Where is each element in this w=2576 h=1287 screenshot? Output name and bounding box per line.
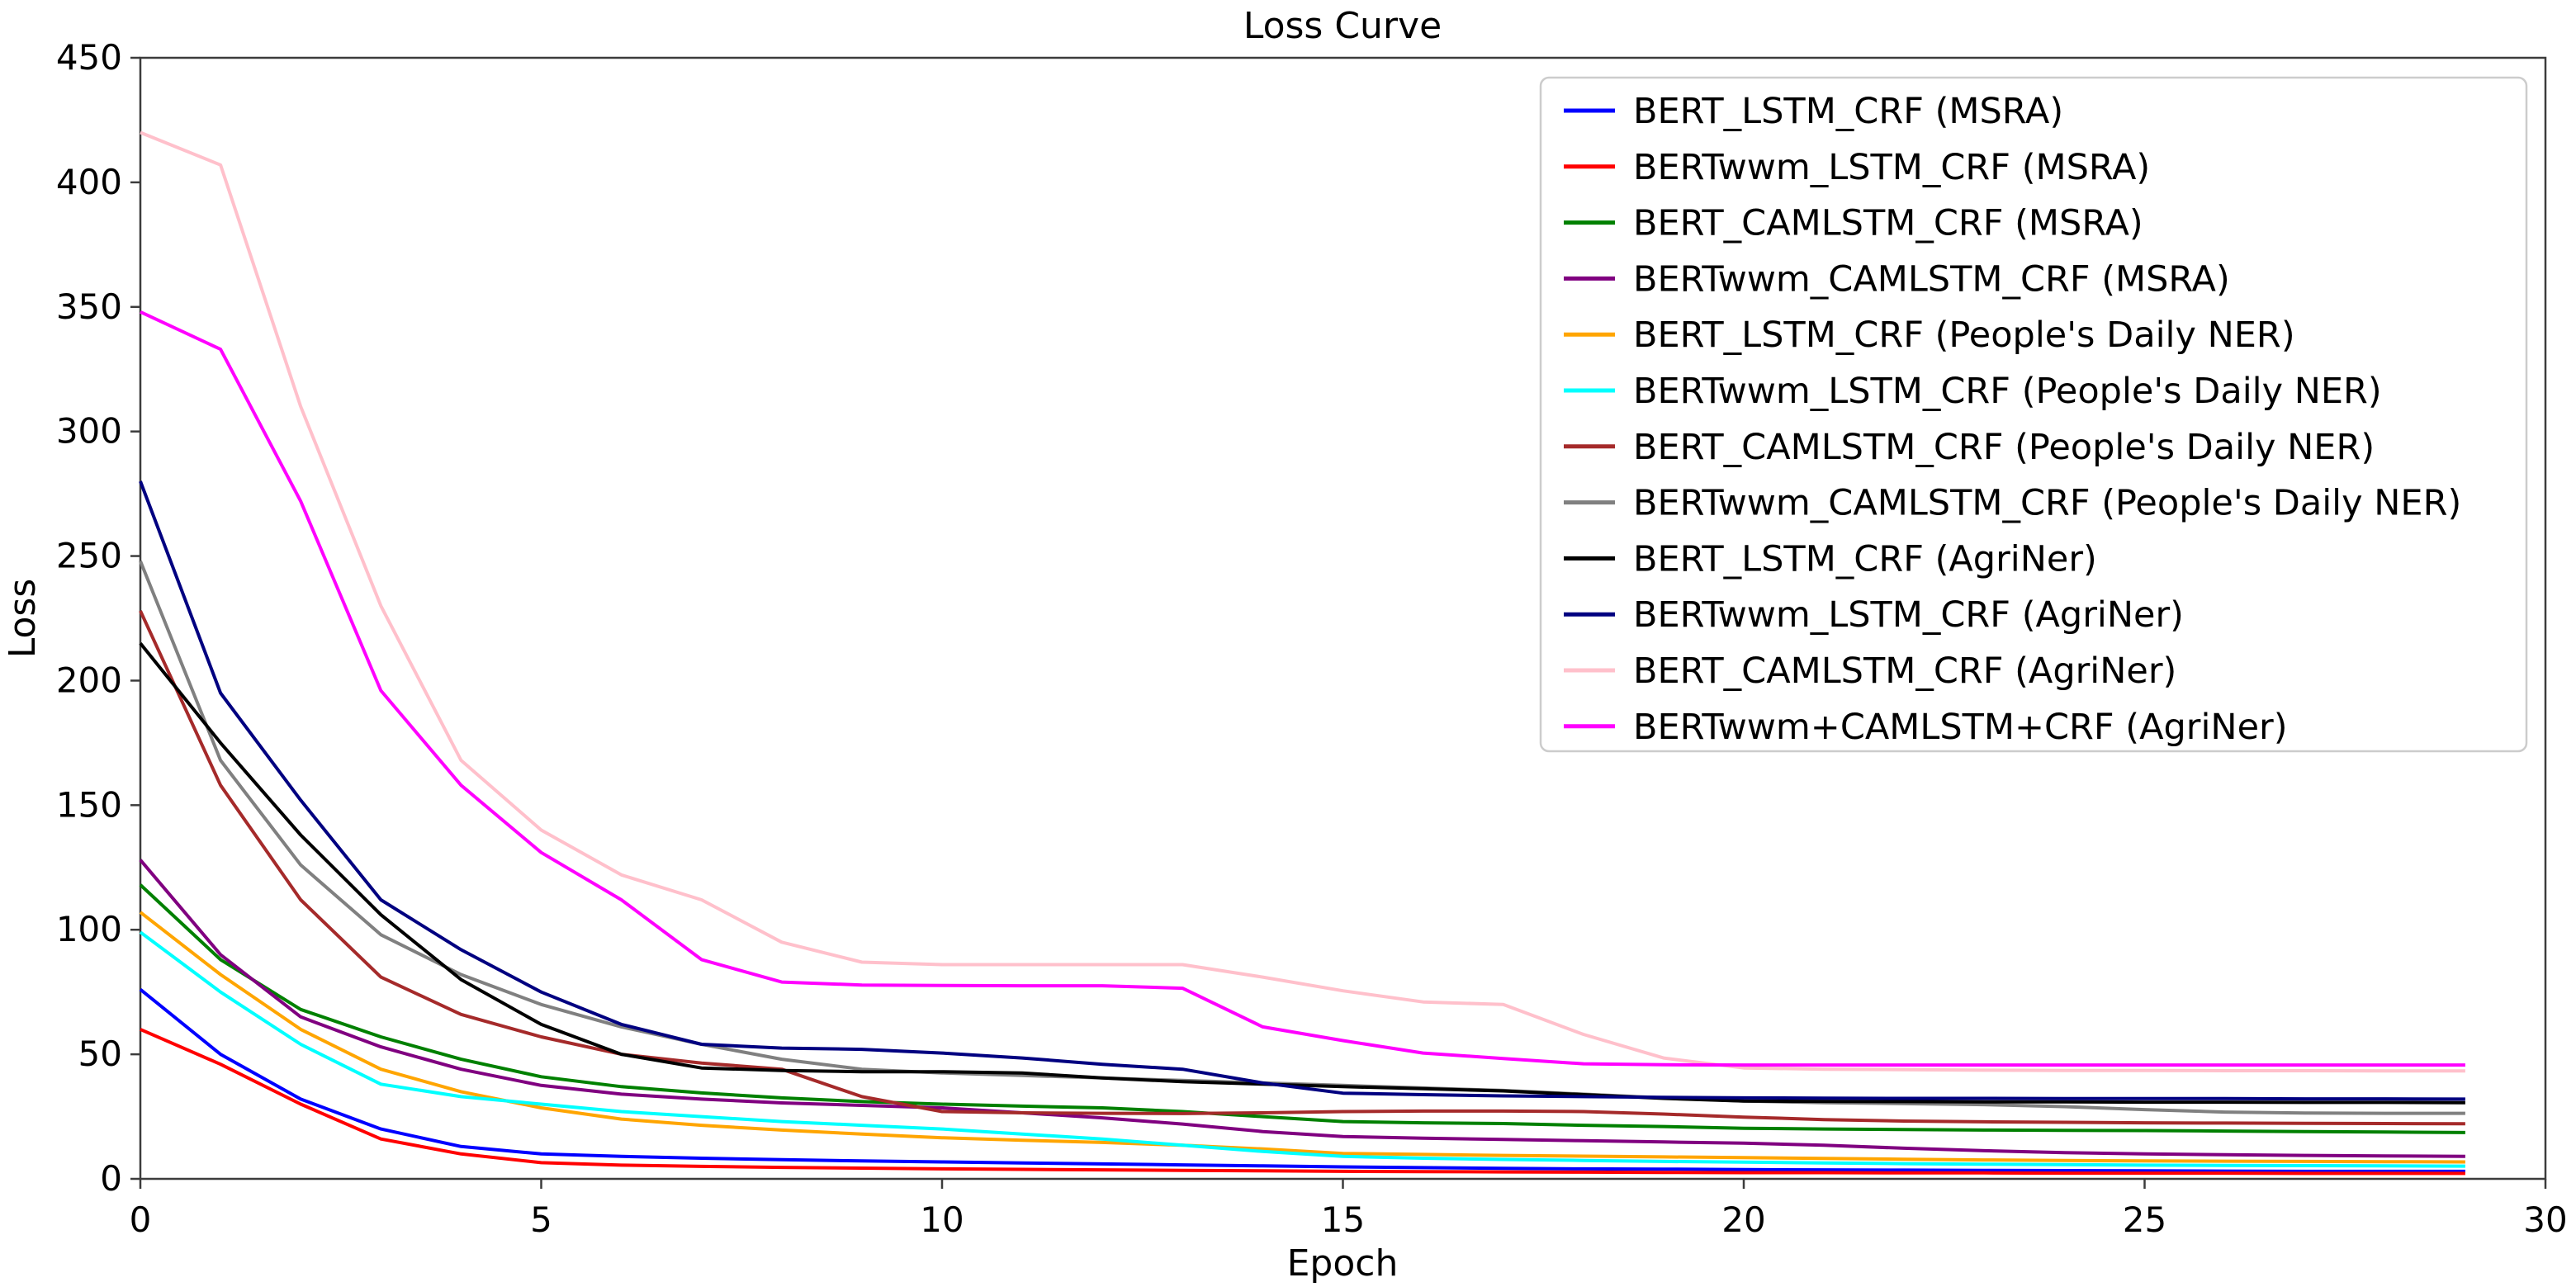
y-tick-label: 250 [56,536,122,576]
legend-item: BERT_CAMLSTM_CRF (People's Daily NER) [1564,427,2375,468]
legend-item: BERTwwm+CAMLSTM+CRF (AgriNer) [1564,707,2288,748]
legend-label: BERT_LSTM_CRF (MSRA) [1633,91,2063,132]
series-line-5 [139,930,2465,1168]
x-tick-label: 5 [530,1199,552,1240]
y-tick-label: 50 [78,1034,122,1074]
x-tick-label: 25 [2123,1199,2166,1240]
x-tick-label: 30 [2523,1199,2567,1240]
y-tick-label: 0 [100,1158,122,1199]
x-tick-label: 0 [130,1199,152,1240]
legend-item: BERTwwm_LSTM_CRF (MSRA) [1564,147,2150,188]
series-line-10 [140,130,2465,1073]
legend-item: BERT_LSTM_CRF (MSRA) [1564,91,2063,132]
legend-label: BERT_LSTM_CRF (People's Daily NER) [1633,315,2295,356]
series-line-3 [139,859,2465,1158]
legend-item: BERT_CAMLSTM_CRF (AgriNer) [1564,651,2176,692]
y-tick-label: 150 [56,784,122,825]
legend-box [1539,76,2528,753]
legend-label: BERTwwm_LSTM_CRF (People's Daily NER) [1633,371,2382,412]
x-axis-label: Epoch [1287,1242,1399,1285]
legend-label: BERT_LSTM_CRF (AgriNer) [1633,538,2097,580]
series-line-4 [139,911,2465,1164]
series-line-8 [139,641,2465,1105]
legend-label: BERTwwm_LSTM_CRF (AgriNer) [1633,594,2184,636]
legend-item: BERT_CAMLSTM_CRF (MSRA) [1564,203,2143,244]
series-line-2 [139,883,2465,1134]
y-tick-label: 200 [56,660,122,700]
legend-label: BERT_CAMLSTM_CRF (People's Daily NER) [1633,427,2375,468]
series-line-11 [140,310,2465,1067]
y-axis-label: Loss [2,579,44,659]
series-line-1 [140,1028,2465,1176]
x-tick-label: 15 [1321,1199,1365,1240]
legend: BERT_LSTM_CRF (MSRA) BERTwwm_LSTM_CRF (MS… [1539,76,2528,753]
x-tick-label: 20 [1721,1199,1765,1240]
y-tick-label: 350 [56,286,122,327]
legend-label: BERTwwm+CAMLSTM+CRF (AgriNer) [1633,707,2288,748]
legend-label: BERT_CAMLSTM_CRF (AgriNer) [1633,651,2176,692]
legend-item: BERTwwm_CAMLSTM_CRF (People's Daily NER) [1564,483,2461,524]
legend-label: BERTwwm_CAMLSTM_CRF (MSRA) [1633,258,2230,300]
legend-item: BERTwwm_CAMLSTM_CRF (MSRA) [1564,258,2230,300]
chart-title: Loss Curve [1243,5,1442,47]
x-tick-label: 10 [920,1199,964,1240]
y-tick-label: 400 [56,162,122,202]
y-tick-label: 300 [56,411,122,452]
legend-label: BERTwwm_CAMLSTM_CRF (People's Daily NER) [1633,483,2461,524]
legend-item: BERT_LSTM_CRF (AgriNer) [1564,538,2097,580]
legend-label: BERT_CAMLSTM_CRF (MSRA) [1633,203,2143,244]
series-lines [139,130,2465,1176]
series-line-9 [139,480,2465,1101]
y-tick-label: 450 [56,37,122,78]
legend-label: BERTwwm_LSTM_CRF (MSRA) [1633,147,2150,188]
y-axis-ticks: 0 50 100 150 200 250 300 350 400 450 [56,37,140,1199]
y-tick-label: 100 [56,909,122,949]
legend-item: BERT_LSTM_CRF (People's Daily NER) [1564,315,2295,356]
legend-item: BERTwwm_LSTM_CRF (People's Daily NER) [1564,371,2382,412]
legend-item: BERTwwm_LSTM_CRF (AgriNer) [1564,594,2184,636]
x-axis-ticks: 0 5 10 15 20 25 30 [130,1179,2568,1240]
series-line-6 [139,610,2465,1126]
series-line-0 [139,988,2465,1173]
